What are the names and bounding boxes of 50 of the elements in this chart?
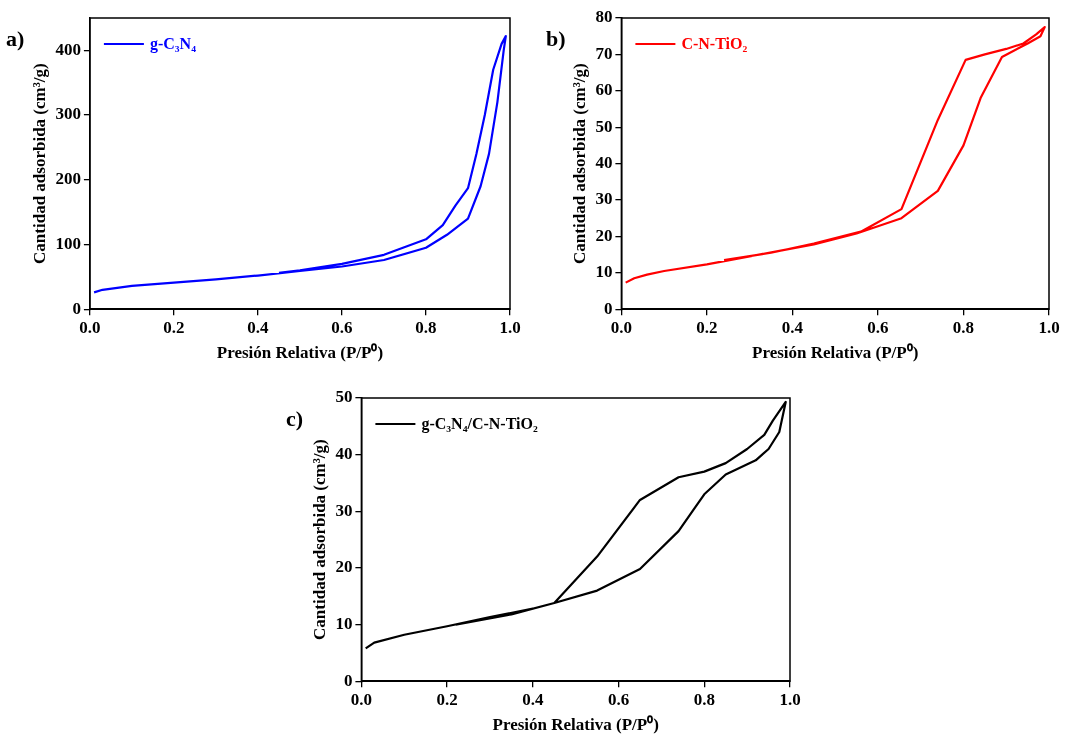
y-tick-label: 40: [335, 444, 353, 464]
y-axis-title: Cantidad adsorbida (cm³/g): [309, 439, 329, 640]
x-tick-label: 0.2: [696, 317, 718, 337]
y-tick-label: 200: [55, 169, 81, 189]
y-tick-label: 20: [335, 557, 353, 577]
y-tick-label: 50: [595, 116, 613, 136]
x-tick-label: 1.0: [1038, 317, 1060, 337]
y-tick-label: 300: [55, 104, 81, 124]
y-axis-title: Cantidad adsorbida (cm³/g): [29, 63, 49, 264]
x-tick-label: 0.8: [952, 317, 975, 337]
x-tick-label: 0.0: [350, 689, 373, 709]
y-tick-label: 0: [72, 298, 81, 318]
y-tick-label: 20: [595, 225, 613, 245]
x-axis-title: Presión Relativa (P/P⁰): [492, 715, 659, 735]
x-tick-label: 0.8: [693, 689, 715, 709]
y-tick-label: 400: [55, 39, 81, 59]
y-tick-label: 10: [335, 613, 353, 633]
x-tick-label: 0.6: [867, 317, 889, 337]
y-tick-label: 50: [335, 387, 353, 407]
y-axis-title: Cantidad adsorbida (cm³/g): [569, 63, 589, 264]
chart-title: a): [6, 25, 25, 51]
y-tick-label: 100: [55, 233, 81, 253]
y-tick-label: 30: [335, 500, 353, 520]
y-tick-label: 60: [595, 80, 613, 100]
chart-title: b): [546, 25, 566, 51]
x-tick-label: 1.0: [499, 317, 521, 337]
x-tick-label: 0.6: [607, 689, 630, 709]
legend-label: g-C₃N₄/C-N-TiO₂: [421, 415, 538, 434]
legend-label: C-N-TiO₂: [681, 35, 748, 53]
y-tick-label: 10: [595, 262, 613, 282]
x-tick-label: 0.4: [781, 317, 804, 337]
y-tick-label: 0: [603, 298, 613, 318]
y-tick-label: 40: [595, 152, 613, 172]
x-tick-label: 0.6: [331, 317, 353, 337]
x-tick-label: 0.2: [436, 689, 458, 709]
y-tick-label: 80: [595, 7, 613, 27]
x-tick-label: 0.0: [79, 317, 101, 337]
x-tick-label: 0.4: [522, 689, 544, 709]
y-tick-label: 70: [595, 43, 613, 63]
y-tick-label: 0: [343, 670, 353, 690]
x-axis-title: Presión Relativa (P/P⁰): [752, 343, 919, 363]
x-tick-label: 0.8: [415, 317, 437, 337]
legend-label: g-C₃N₄: [149, 35, 197, 54]
x-axis-title: Presión Relativa (P/P⁰): [216, 343, 384, 363]
x-tick-label: 0.2: [163, 317, 185, 337]
chart-title: c): [286, 405, 304, 431]
y-tick-label: 30: [595, 189, 613, 209]
x-tick-label: 0.4: [247, 317, 270, 337]
x-tick-label: 1.0: [779, 689, 801, 709]
x-tick-label: 0.0: [610, 317, 633, 337]
